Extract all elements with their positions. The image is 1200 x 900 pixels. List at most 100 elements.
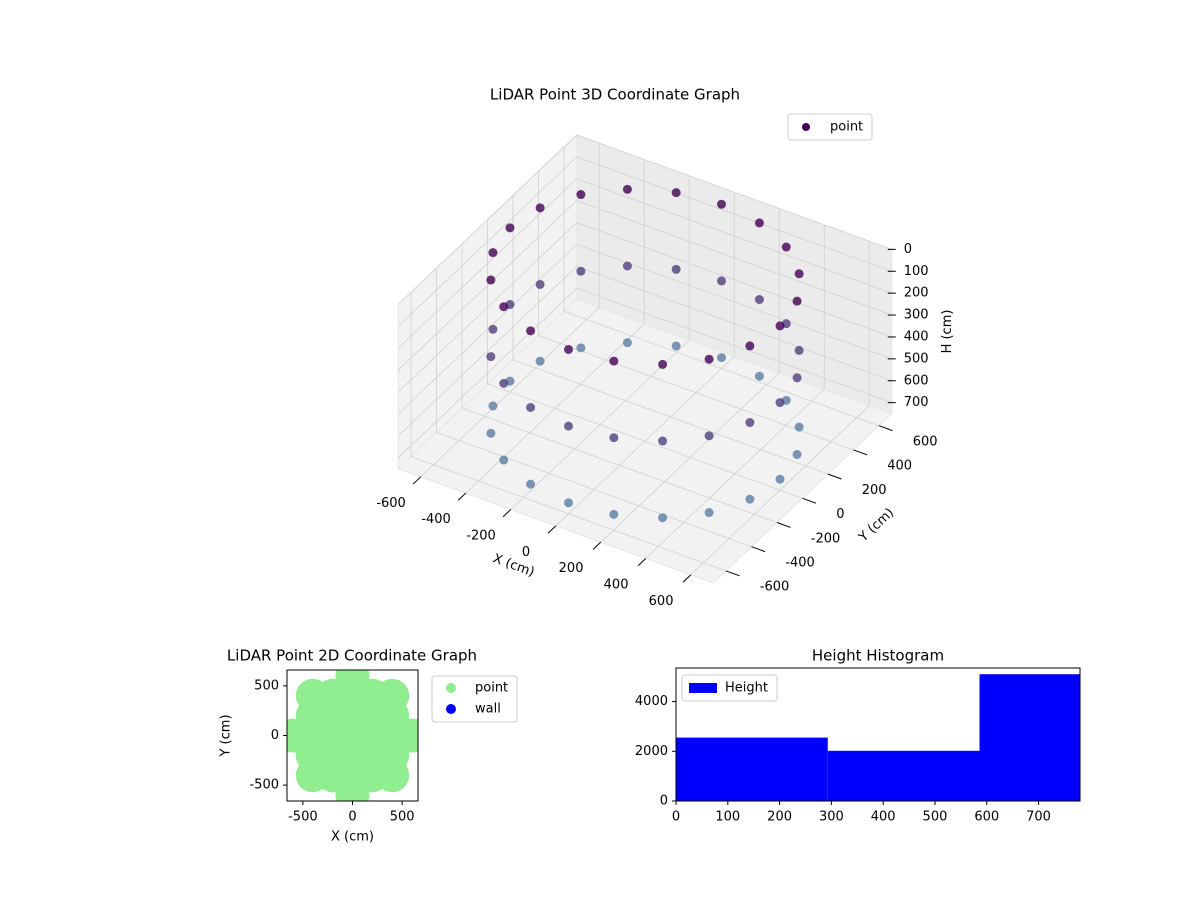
point	[375, 678, 410, 713]
legend-marker	[446, 683, 456, 693]
x-tick-label: 0	[522, 545, 530, 560]
point	[794, 422, 804, 432]
point	[499, 378, 509, 388]
tick-mark	[457, 492, 467, 501]
y-tick-label: -500	[249, 778, 279, 793]
point	[395, 718, 418, 753]
y-tick-label: 200	[862, 483, 887, 498]
x-tick-label: 0	[348, 810, 356, 825]
point	[564, 421, 573, 431]
tick-mark	[725, 570, 740, 577]
y-axis-label: Y (cm)	[856, 505, 898, 545]
y-tick-label: -200	[811, 531, 841, 546]
point	[505, 223, 515, 233]
point	[658, 359, 668, 369]
legend-marker	[689, 683, 717, 693]
x-tick-label: 400	[604, 578, 629, 593]
legend-box	[787, 113, 873, 141]
point	[754, 295, 764, 305]
x-tick-label: 400	[871, 810, 896, 825]
y-tick-label: 2000	[635, 744, 668, 759]
point	[488, 401, 498, 411]
grid-line	[487, 219, 803, 499]
x-tick-label: 600	[649, 594, 674, 609]
point	[704, 431, 714, 441]
x-tick-label: 0	[672, 810, 680, 825]
point	[576, 266, 586, 276]
point	[499, 302, 509, 312]
tick-mark	[827, 473, 842, 480]
grid-line	[397, 222, 892, 393]
point	[488, 248, 498, 258]
y-axis-label: Y (cm)	[219, 714, 234, 757]
point	[499, 455, 509, 465]
z-axis-label: H (cm)	[940, 310, 955, 354]
grid-line	[461, 243, 778, 523]
point	[486, 275, 496, 285]
point	[745, 494, 755, 504]
legend-label: point	[830, 120, 863, 135]
point	[792, 449, 802, 459]
tick-mark	[776, 522, 791, 528]
point	[526, 403, 536, 413]
x-tick-label: 500	[923, 810, 948, 825]
grid-line	[538, 171, 854, 451]
point	[794, 269, 804, 279]
grid-line	[397, 134, 892, 305]
point	[609, 509, 619, 519]
tick-mark	[547, 525, 557, 534]
point	[488, 324, 498, 334]
point	[609, 433, 619, 443]
bar	[827, 750, 980, 801]
y-tick-label: 4000	[635, 694, 668, 709]
point	[792, 373, 802, 383]
tick-mark	[853, 449, 868, 456]
y-tick-label: 500	[254, 678, 279, 693]
chart-title: Height Histogram	[812, 647, 944, 665]
x-tick-label: 200	[559, 561, 584, 576]
point	[486, 352, 496, 362]
tick-mark	[502, 509, 512, 518]
x-tick-label: 100	[715, 810, 740, 825]
grid-line	[563, 147, 880, 427]
point	[745, 341, 755, 351]
point	[622, 261, 632, 271]
point	[717, 276, 726, 286]
z-tick-label: 200	[904, 286, 929, 301]
point	[671, 341, 681, 351]
grid-line	[512, 195, 829, 475]
point	[775, 474, 785, 484]
point	[526, 479, 536, 489]
point	[704, 354, 714, 364]
bar	[979, 674, 1080, 801]
y-tick-label: 600	[913, 434, 938, 449]
legend-marker	[802, 123, 810, 131]
point	[794, 345, 804, 355]
x-axis-label: X (cm)	[331, 830, 374, 845]
z-tick-label: 600	[904, 373, 929, 388]
point	[717, 199, 726, 209]
point	[717, 353, 726, 363]
point	[622, 184, 632, 194]
point	[486, 428, 496, 438]
tick-mark	[878, 425, 893, 432]
x-tick-label: -500	[288, 810, 318, 825]
legend-label: wall	[475, 702, 501, 717]
tick-mark	[802, 497, 817, 504]
axes-frame	[675, 667, 1081, 802]
grid-line	[465, 159, 645, 494]
point	[792, 296, 802, 306]
x-tick-label: -400	[421, 512, 451, 527]
legend-box	[681, 674, 778, 702]
point	[781, 242, 791, 252]
point	[754, 218, 764, 228]
x-tick-label: 500	[390, 810, 415, 825]
tick-mark	[412, 476, 422, 485]
z-tick-label: 500	[904, 351, 929, 366]
z-tick-label: 400	[904, 329, 929, 344]
point	[576, 190, 586, 200]
point	[704, 508, 714, 518]
grid-line	[600, 208, 780, 543]
grid-line	[436, 268, 752, 548]
